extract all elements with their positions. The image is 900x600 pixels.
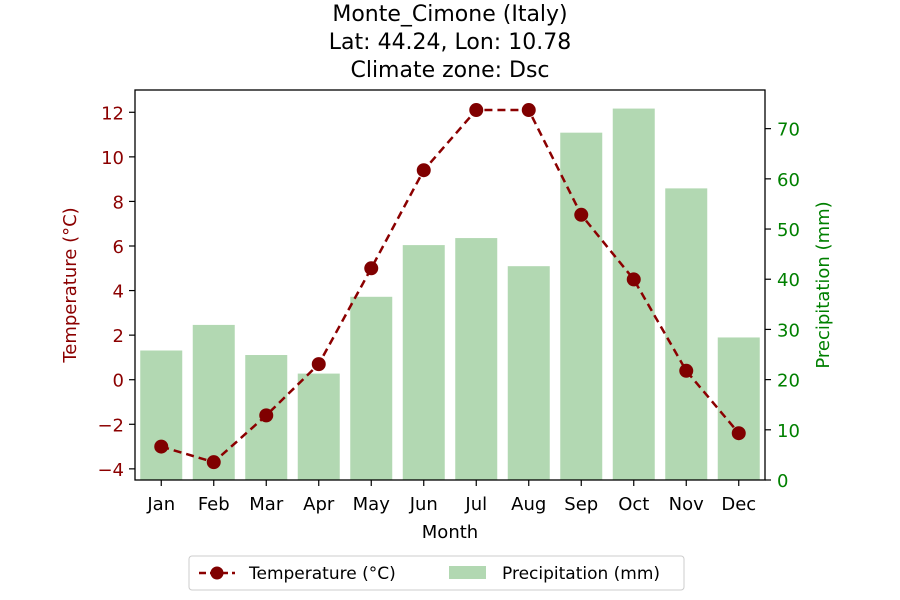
temperature-point: [679, 363, 694, 378]
temperature-point: [206, 455, 221, 470]
x-tick-label: Oct: [618, 494, 649, 515]
title-line-3: Climate zone: Dsc: [350, 58, 549, 83]
temperature-point: [416, 163, 431, 178]
precipitation-bar: [612, 108, 655, 481]
precipitation-bar: [350, 296, 393, 480]
precipitation-bar: [507, 266, 550, 480]
temperature-point: [259, 408, 274, 423]
x-tick-label: Apr: [303, 494, 335, 515]
legend-temperature-label: Temperature (°C): [248, 564, 396, 584]
temperature-point: [154, 439, 169, 454]
right-tick-label: 40: [777, 270, 800, 291]
right-tick-label: 70: [777, 120, 800, 141]
precipitation-bar: [192, 324, 235, 480]
title-line-1: Monte_Cimone (Italy): [332, 2, 567, 27]
temperature-point: [521, 103, 536, 118]
left-axis-ticks: −4 −2 0 2 4 6 8 10 12: [97, 103, 135, 481]
x-tick-label: Jun: [409, 494, 438, 515]
temperature-point: [731, 426, 746, 441]
precipitation-bar: [402, 245, 445, 480]
temperature-line: [154, 103, 746, 470]
legend-precipitation-label: Precipitation (mm): [502, 564, 660, 584]
left-tick-label: 2: [113, 326, 124, 347]
right-tick-label: 30: [777, 320, 800, 341]
legend: Temperature (°C) Precipitation (mm): [188, 555, 685, 591]
precipitation-bars: [140, 108, 760, 481]
right-tick-label: 0: [777, 471, 788, 492]
x-tick-label: Sep: [564, 494, 598, 515]
left-tick-label: 0: [113, 371, 124, 392]
plot-frame: [134, 89, 766, 481]
left-tick-label: 6: [113, 237, 124, 258]
temperature-line-path: [160, 108, 740, 464]
precipitation-bar: [560, 132, 603, 480]
right-tick-label: 60: [777, 170, 800, 191]
x-tick-label: Dec: [721, 494, 756, 515]
x-tick-label: Jul: [464, 494, 487, 515]
right-axis-ticks: 0 10 20 30 40 50 60 70: [765, 120, 800, 492]
legend-frame: [188, 555, 685, 591]
right-axis-label: Precipitation (mm): [813, 201, 834, 368]
x-tick-label: Mar: [249, 494, 284, 515]
precipitation-bar: [297, 373, 340, 480]
temperature-point: [626, 272, 641, 287]
chart-title: Monte_Cimone (Italy) Lat: 44.24, Lon: 10…: [329, 2, 571, 83]
left-tick-label: 4: [113, 282, 124, 303]
legend-temperature-marker: [210, 566, 224, 580]
precipitation-bar: [717, 337, 760, 480]
precipitation-bar: [140, 350, 183, 480]
x-tick-label: Feb: [198, 494, 230, 515]
temperature-point: [311, 357, 326, 372]
x-tick-label: Jan: [146, 494, 175, 515]
left-tick-label: 12: [101, 103, 124, 124]
left-tick-label: −2: [97, 415, 124, 436]
right-tick-label: 20: [777, 371, 800, 392]
left-tick-label: 8: [113, 192, 124, 213]
title-line-2: Lat: 44.24, Lon: 10.78: [329, 30, 571, 55]
right-tick-label: 50: [777, 220, 800, 241]
x-tick-label: Aug: [511, 494, 546, 515]
left-tick-label: 10: [101, 148, 124, 169]
x-axis-ticks: Jan Feb Mar Apr May Jun Jul Aug Sep Oct Nov Dec: [146, 480, 756, 515]
left-axis-label: Temperature (°C): [60, 207, 81, 363]
temperature-point: [469, 103, 484, 118]
x-tick-label: Nov: [669, 494, 704, 515]
precipitation-bar: [455, 238, 498, 480]
plot-axes: [134, 89, 766, 481]
temperature-point: [574, 207, 589, 222]
precipitation-bar: [665, 188, 708, 481]
left-tick-label: −4: [97, 460, 124, 481]
x-axis-label: Month: [422, 522, 478, 543]
right-tick-label: 10: [777, 421, 800, 442]
legend-precipitation-swatch: [449, 566, 486, 579]
x-tick-label: May: [353, 494, 391, 515]
temperature-point: [364, 261, 379, 276]
